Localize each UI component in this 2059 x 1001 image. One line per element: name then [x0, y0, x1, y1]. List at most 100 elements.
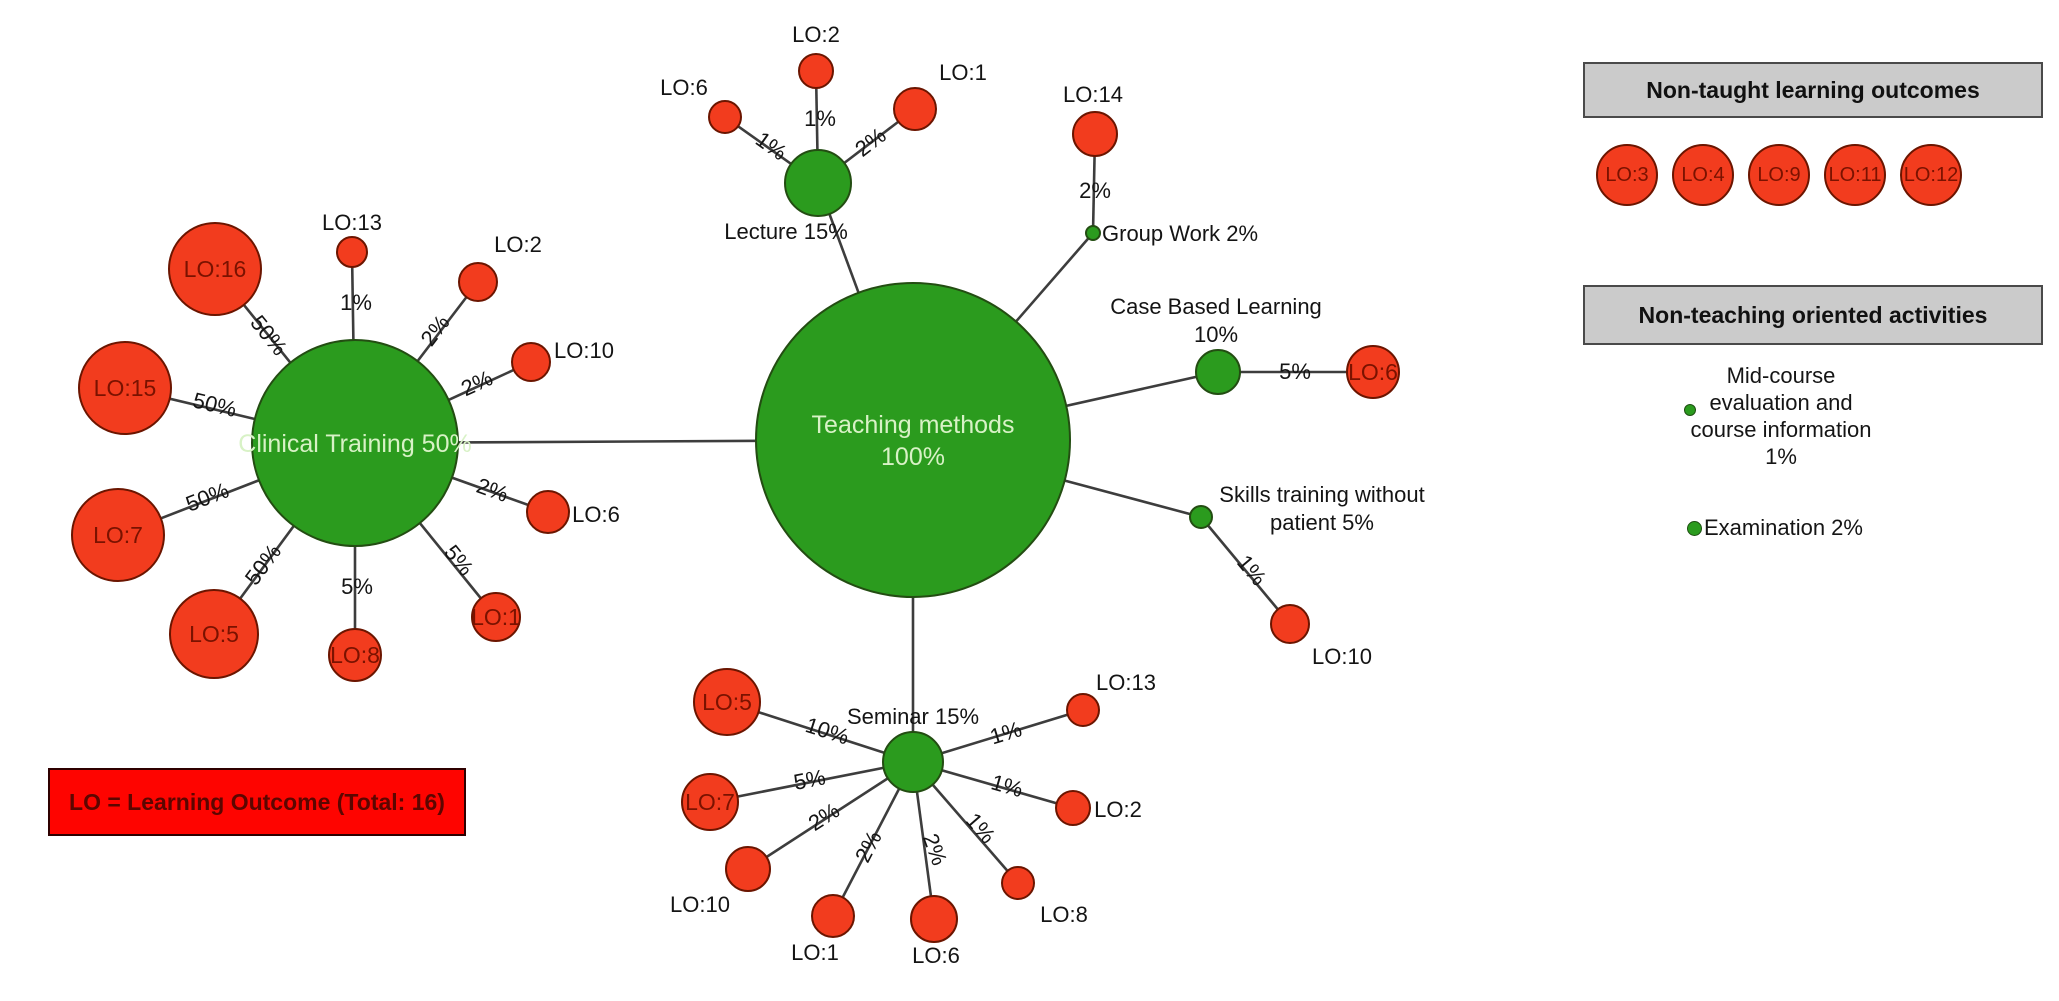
node-label-c-lo10: LO:10 — [554, 338, 614, 363]
edge-label-groupwork-g-lo14: 2% — [1079, 178, 1111, 203]
mid-course-label-line: 1% — [1765, 444, 1797, 469]
non-taught-outcomes-row: LO:3 LO:4 LO:9 LO:11 LO:12 — [1596, 144, 1962, 206]
non-taught-outcome-lo11: LO:11 — [1824, 144, 1886, 206]
edge-label-seminar-se-lo7: 5% — [792, 764, 828, 795]
mid-course-label-line: evaluation and — [1709, 390, 1853, 415]
edge-label-clinical-c-lo1: 5% — [439, 540, 478, 580]
node-se-lo10 — [725, 846, 771, 892]
node-l-lo1 — [893, 87, 937, 131]
edge-label-clinical-c-lo2: 2% — [415, 310, 454, 350]
edge-label-lecture-l-lo2: 1% — [804, 106, 836, 131]
examination-dot-icon — [1687, 520, 1702, 536]
node-label-cb-lo6: LO:6 — [1348, 359, 1398, 385]
node-lecture — [784, 149, 852, 217]
node-label-se-lo7: LO:7 — [685, 789, 735, 815]
node-c-lo1 — [471, 592, 521, 642]
node-label-g-lo14: LO:14 — [1063, 82, 1123, 107]
node-label-l-lo2: LO:2 — [792, 22, 840, 47]
node-label-c-lo15: LO:15 — [94, 375, 157, 401]
edge-label-seminar-se-lo1: 2% — [850, 827, 887, 867]
edge-label-seminar-se-lo13: 1% — [987, 716, 1025, 749]
node-c-lo15 — [78, 341, 172, 435]
node-label-c-lo7: LO:7 — [93, 522, 143, 548]
node-label-lecture: Lecture 15% — [724, 219, 848, 244]
edge-label-clinical-c-lo13: 1% — [340, 290, 372, 315]
non-taught-outcome-lo3: LO:3 — [1596, 144, 1658, 206]
edge-label-clinical-c-lo15: 50% — [190, 387, 239, 422]
node-se-lo8 — [1001, 866, 1035, 900]
node-g-lo14 — [1072, 111, 1118, 157]
node-label-se-lo6: LO:6 — [912, 943, 960, 968]
node-se-lo7 — [681, 773, 739, 831]
node-label-c-lo6: LO:6 — [572, 502, 620, 527]
node-c-lo5 — [169, 589, 259, 679]
edge-label-seminar-se-lo2: 1% — [988, 769, 1025, 802]
node-label-groupwork: Group Work 2% — [1102, 221, 1258, 246]
legend-note: LO = Learning Outcome (Total: 16) — [48, 768, 466, 836]
edge-label-seminar-se-lo6: 2% — [918, 830, 952, 868]
node-se-lo13 — [1066, 693, 1100, 727]
node-c-lo10 — [511, 342, 551, 382]
non-taught-outcome-lo12: LO:12 — [1900, 144, 1962, 206]
edge-label-seminar-se-lo8: 1% — [961, 808, 1001, 848]
node-label-c-lo2: LO:2 — [494, 232, 542, 257]
node-c-lo13 — [336, 236, 368, 268]
node-l-lo6 — [708, 100, 742, 134]
node-se-lo6 — [910, 895, 958, 943]
node-groupwork — [1085, 225, 1101, 241]
node-teaching — [755, 282, 1071, 598]
non-taught-outcome-lo4: LO:4 — [1672, 144, 1734, 206]
node-c-lo7 — [71, 488, 165, 582]
edge-label-clinical-c-lo10: 2% — [457, 365, 496, 401]
node-label-c-lo8: LO:8 — [330, 642, 380, 668]
mid-course-label-line: Mid-course — [1726, 363, 1836, 388]
non-teaching-activities-header: Non-teaching oriented activities — [1583, 285, 2043, 345]
node-c-lo6 — [526, 490, 570, 534]
node-c-lo8 — [328, 628, 382, 682]
node-se-lo1 — [811, 894, 855, 938]
node-label-skills: patient 5% — [1270, 510, 1374, 535]
non-taught-outcome-lo9: LO:9 — [1748, 144, 1810, 206]
edge-label-clinical-c-lo7: 50% — [182, 477, 232, 516]
node-label-se-lo1: LO:1 — [791, 940, 839, 965]
node-c-lo16 — [168, 222, 262, 316]
node-label-casebased: Case Based Learning — [1110, 294, 1322, 319]
node-casebased — [1195, 349, 1241, 395]
node-label-se-lo10: LO:10 — [670, 892, 730, 917]
node-label-c-lo16: LO:16 — [184, 256, 247, 282]
edge-seminar-se-lo7 — [709, 760, 914, 804]
mid-course-dot-icon — [1684, 404, 1696, 416]
edge-label-lecture-l-lo1: 2% — [850, 122, 890, 161]
node-label-c-lo13: LO:13 — [322, 210, 382, 235]
node-label-se-lo13: LO:13 — [1096, 670, 1156, 695]
node-label-teaching: Teaching methods — [812, 411, 1015, 439]
node-label-casebased: 10% — [1194, 322, 1238, 347]
node-label-l-lo1: LO:1 — [939, 60, 987, 85]
non-taught-outcomes-header: Non-taught learning outcomes — [1583, 62, 2043, 118]
node-label-clinical: Clinical Training 50% — [238, 430, 471, 458]
edge-label-clinical-c-lo6: 2% — [473, 473, 511, 507]
node-label-se-lo8: LO:8 — [1040, 902, 1088, 927]
node-s-lo10 — [1270, 604, 1310, 644]
node-c-lo2 — [458, 262, 498, 302]
node-skills — [1189, 505, 1213, 529]
node-label-s-lo10: LO:10 — [1312, 644, 1372, 669]
edge-label-clinical-c-lo16: 50% — [245, 310, 292, 360]
edge-seminar-se-lo10 — [747, 760, 914, 871]
node-se-lo5 — [693, 668, 761, 736]
edge-label-casebased-cb-lo6: 5% — [1279, 359, 1311, 384]
node-label-l-lo6: LO:6 — [660, 75, 708, 100]
edge-label-seminar-se-lo5: 10% — [803, 712, 853, 749]
edge-label-clinical-c-lo8: 5% — [341, 574, 373, 599]
node-label-c-lo1: LO:1 — [471, 604, 521, 630]
node-cb-lo6 — [1346, 345, 1400, 399]
node-label-c-lo5: LO:5 — [189, 621, 239, 647]
mid-course-label-line: course information — [1690, 417, 1872, 442]
activity-mid-course-evaluation: Mid-course evaluation and course informati… — [1671, 362, 1891, 470]
node-l-lo2 — [798, 53, 834, 89]
node-clinical — [251, 339, 459, 547]
edge-label-skills-s-lo10: 1% — [1232, 550, 1272, 590]
node-seminar — [882, 731, 944, 793]
activity-examination: Examination 2% — [1687, 515, 1863, 541]
